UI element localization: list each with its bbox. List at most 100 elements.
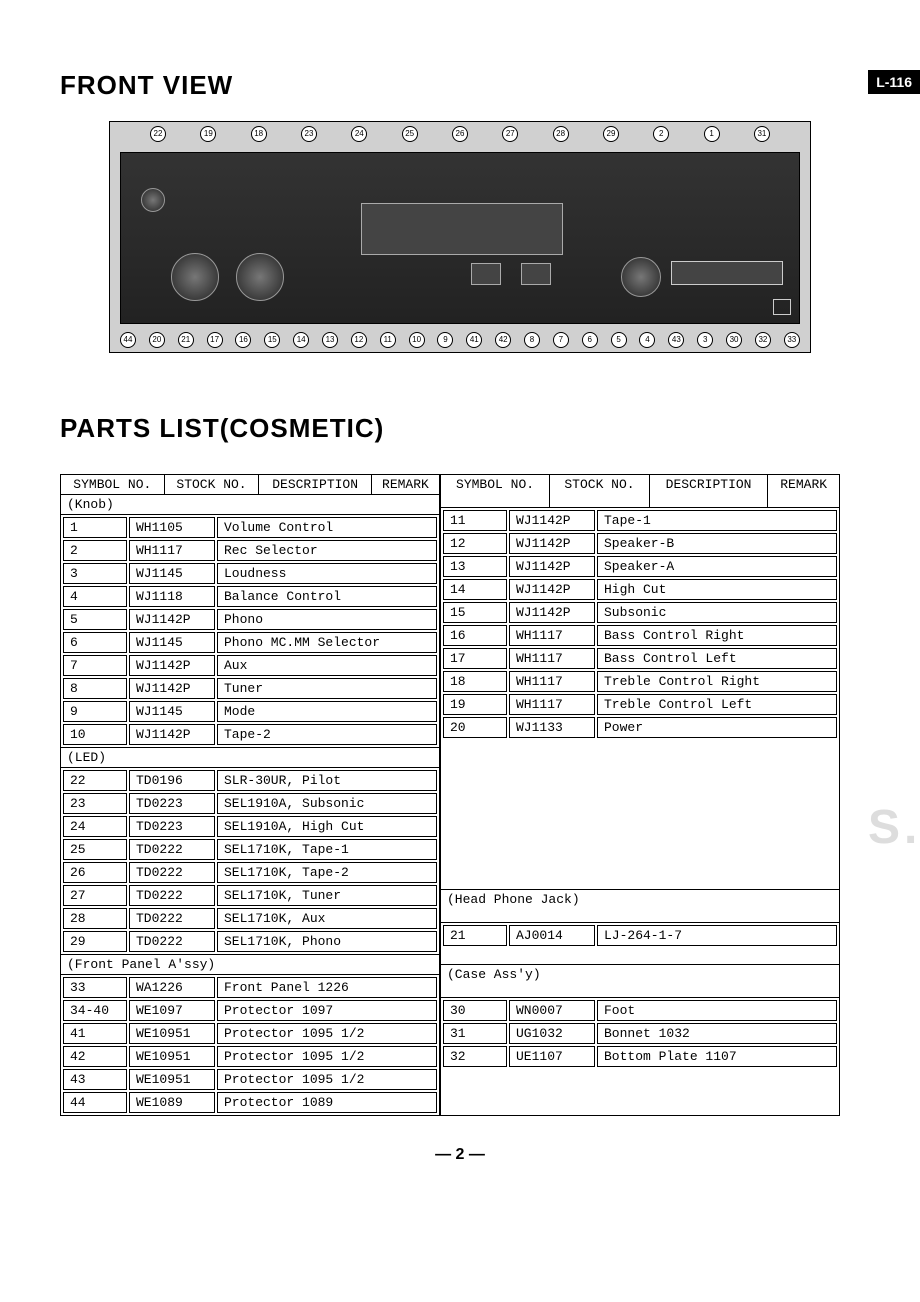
description: Protector 1089 bbox=[217, 1092, 437, 1113]
callout-14: 14 bbox=[293, 332, 309, 348]
description: Speaker-B bbox=[597, 533, 837, 554]
symbol-no: 18 bbox=[443, 671, 507, 692]
symbol-no: 14 bbox=[443, 579, 507, 600]
description: SLR-30UR, Pilot bbox=[217, 770, 437, 791]
col-remark: REMARK bbox=[768, 475, 840, 508]
stock-no: WJ1142P bbox=[509, 602, 595, 623]
col-stock-no: STOCK NO. bbox=[164, 475, 259, 495]
table-row: 31UG1032Bonnet 1032 bbox=[443, 1023, 837, 1044]
stock-no: WN0007 bbox=[509, 1000, 595, 1021]
symbol-no: 12 bbox=[443, 533, 507, 554]
table-row: 42WE10951Protector 1095 1/2 bbox=[63, 1046, 437, 1067]
stock-no: WE10951 bbox=[129, 1046, 215, 1067]
section-case: (Case Ass'y) bbox=[441, 965, 840, 998]
symbol-no: 20 bbox=[443, 717, 507, 738]
symbol-no: 8 bbox=[63, 678, 127, 699]
table-row: 11WJ1142PTape-1 bbox=[443, 510, 837, 531]
table-row: 10WJ1142PTape-2 bbox=[63, 724, 437, 745]
description: Aux bbox=[217, 655, 437, 676]
description: Bass Control Left bbox=[597, 648, 837, 669]
table-row: 22TD0196SLR-30UR, Pilot bbox=[63, 770, 437, 791]
symbol-no: 25 bbox=[63, 839, 127, 860]
callout-17: 17 bbox=[207, 332, 223, 348]
description: SEL1710K, Tuner bbox=[217, 885, 437, 906]
table-row: 23TD0223SEL1910A, Subsonic bbox=[63, 793, 437, 814]
stock-no: WH1117 bbox=[129, 540, 215, 561]
heading-front-view: FRONT VIEW bbox=[60, 70, 860, 101]
table-row: 26TD0222SEL1710K, Tape-2 bbox=[63, 862, 437, 883]
callout-28: 28 bbox=[553, 126, 569, 142]
callout-1: 1 bbox=[704, 126, 720, 142]
stock-no: WE1089 bbox=[129, 1092, 215, 1113]
symbol-no: 30 bbox=[443, 1000, 507, 1021]
symbol-no: 27 bbox=[63, 885, 127, 906]
callout-26: 26 bbox=[452, 126, 468, 142]
table-row: 3WJ1145Loudness bbox=[63, 563, 437, 584]
knob bbox=[236, 253, 284, 301]
symbol-no: 6 bbox=[63, 632, 127, 653]
callout-21: 21 bbox=[178, 332, 194, 348]
knob bbox=[621, 257, 661, 297]
knob bbox=[171, 253, 219, 301]
description: Treble Control Right bbox=[597, 671, 837, 692]
symbol-no: 11 bbox=[443, 510, 507, 531]
watermark: S.C bbox=[868, 800, 920, 855]
table-row: 4WJ1118Balance Control bbox=[63, 586, 437, 607]
table-row: 34-40WE1097Protector 1097 bbox=[63, 1000, 437, 1021]
stock-no: WH1117 bbox=[509, 671, 595, 692]
stock-no: WJ1145 bbox=[129, 563, 215, 584]
callout-24: 24 bbox=[351, 126, 367, 142]
stock-no: WJ1142P bbox=[129, 609, 215, 630]
symbol-no: 26 bbox=[63, 862, 127, 883]
description: Balance Control bbox=[217, 586, 437, 607]
callout-8: 8 bbox=[524, 332, 540, 348]
description: Protector 1095 1/2 bbox=[217, 1023, 437, 1044]
table-row: 44WE1089Protector 1089 bbox=[63, 1092, 437, 1113]
description: Loudness bbox=[217, 563, 437, 584]
description: Phono bbox=[217, 609, 437, 630]
callout-16: 16 bbox=[235, 332, 251, 348]
stock-no: TD0222 bbox=[129, 885, 215, 906]
description: Treble Control Left bbox=[597, 694, 837, 715]
stock-no: TD0223 bbox=[129, 816, 215, 837]
stock-no: WJ1142P bbox=[129, 678, 215, 699]
table-row: 9WJ1145Mode bbox=[63, 701, 437, 722]
symbol-no: 15 bbox=[443, 602, 507, 623]
callout-25: 25 bbox=[402, 126, 418, 142]
symbol-no: 2 bbox=[63, 540, 127, 561]
col-stock-no: STOCK NO. bbox=[550, 475, 650, 508]
symbol-no: 21 bbox=[443, 925, 507, 946]
table-row: 14WJ1142PHigh Cut bbox=[443, 579, 837, 600]
symbol-no: 34-40 bbox=[63, 1000, 127, 1021]
stock-no: TD0222 bbox=[129, 908, 215, 929]
symbol-no: 9 bbox=[63, 701, 127, 722]
table-row: 43WE10951Protector 1095 1/2 bbox=[63, 1069, 437, 1090]
callout-33: 33 bbox=[784, 332, 800, 348]
stock-no: TD0223 bbox=[129, 793, 215, 814]
stock-no: WJ1133 bbox=[509, 717, 595, 738]
callout-30: 30 bbox=[726, 332, 742, 348]
description: Speaker-A bbox=[597, 556, 837, 577]
callout-42: 42 bbox=[495, 332, 511, 348]
col-remark: REMARK bbox=[371, 475, 439, 495]
symbol-no: 10 bbox=[63, 724, 127, 745]
stock-no: AJ0014 bbox=[509, 925, 595, 946]
callout-15: 15 bbox=[264, 332, 280, 348]
description: SEL1710K, Tape-1 bbox=[217, 839, 437, 860]
description: SEL1910A, High Cut bbox=[217, 816, 437, 837]
stock-no: WJ1142P bbox=[509, 533, 595, 554]
symbol-no: 33 bbox=[63, 977, 127, 998]
description: Tape-1 bbox=[597, 510, 837, 531]
callout-4: 4 bbox=[639, 332, 655, 348]
description: Protector 1095 1/2 bbox=[217, 1046, 437, 1067]
switch bbox=[471, 263, 501, 285]
callout-9: 9 bbox=[437, 332, 453, 348]
callout-43: 43 bbox=[668, 332, 684, 348]
amplifier-panel bbox=[120, 152, 800, 324]
stock-no: UG1032 bbox=[509, 1023, 595, 1044]
description: Phono MC.MM Selector bbox=[217, 632, 437, 653]
col-symbol-no: SYMBOL NO. bbox=[61, 475, 165, 495]
section-headphone: (Head Phone Jack) bbox=[441, 889, 840, 922]
section-led: (LED) bbox=[61, 748, 440, 768]
description: Volume Control bbox=[217, 517, 437, 538]
